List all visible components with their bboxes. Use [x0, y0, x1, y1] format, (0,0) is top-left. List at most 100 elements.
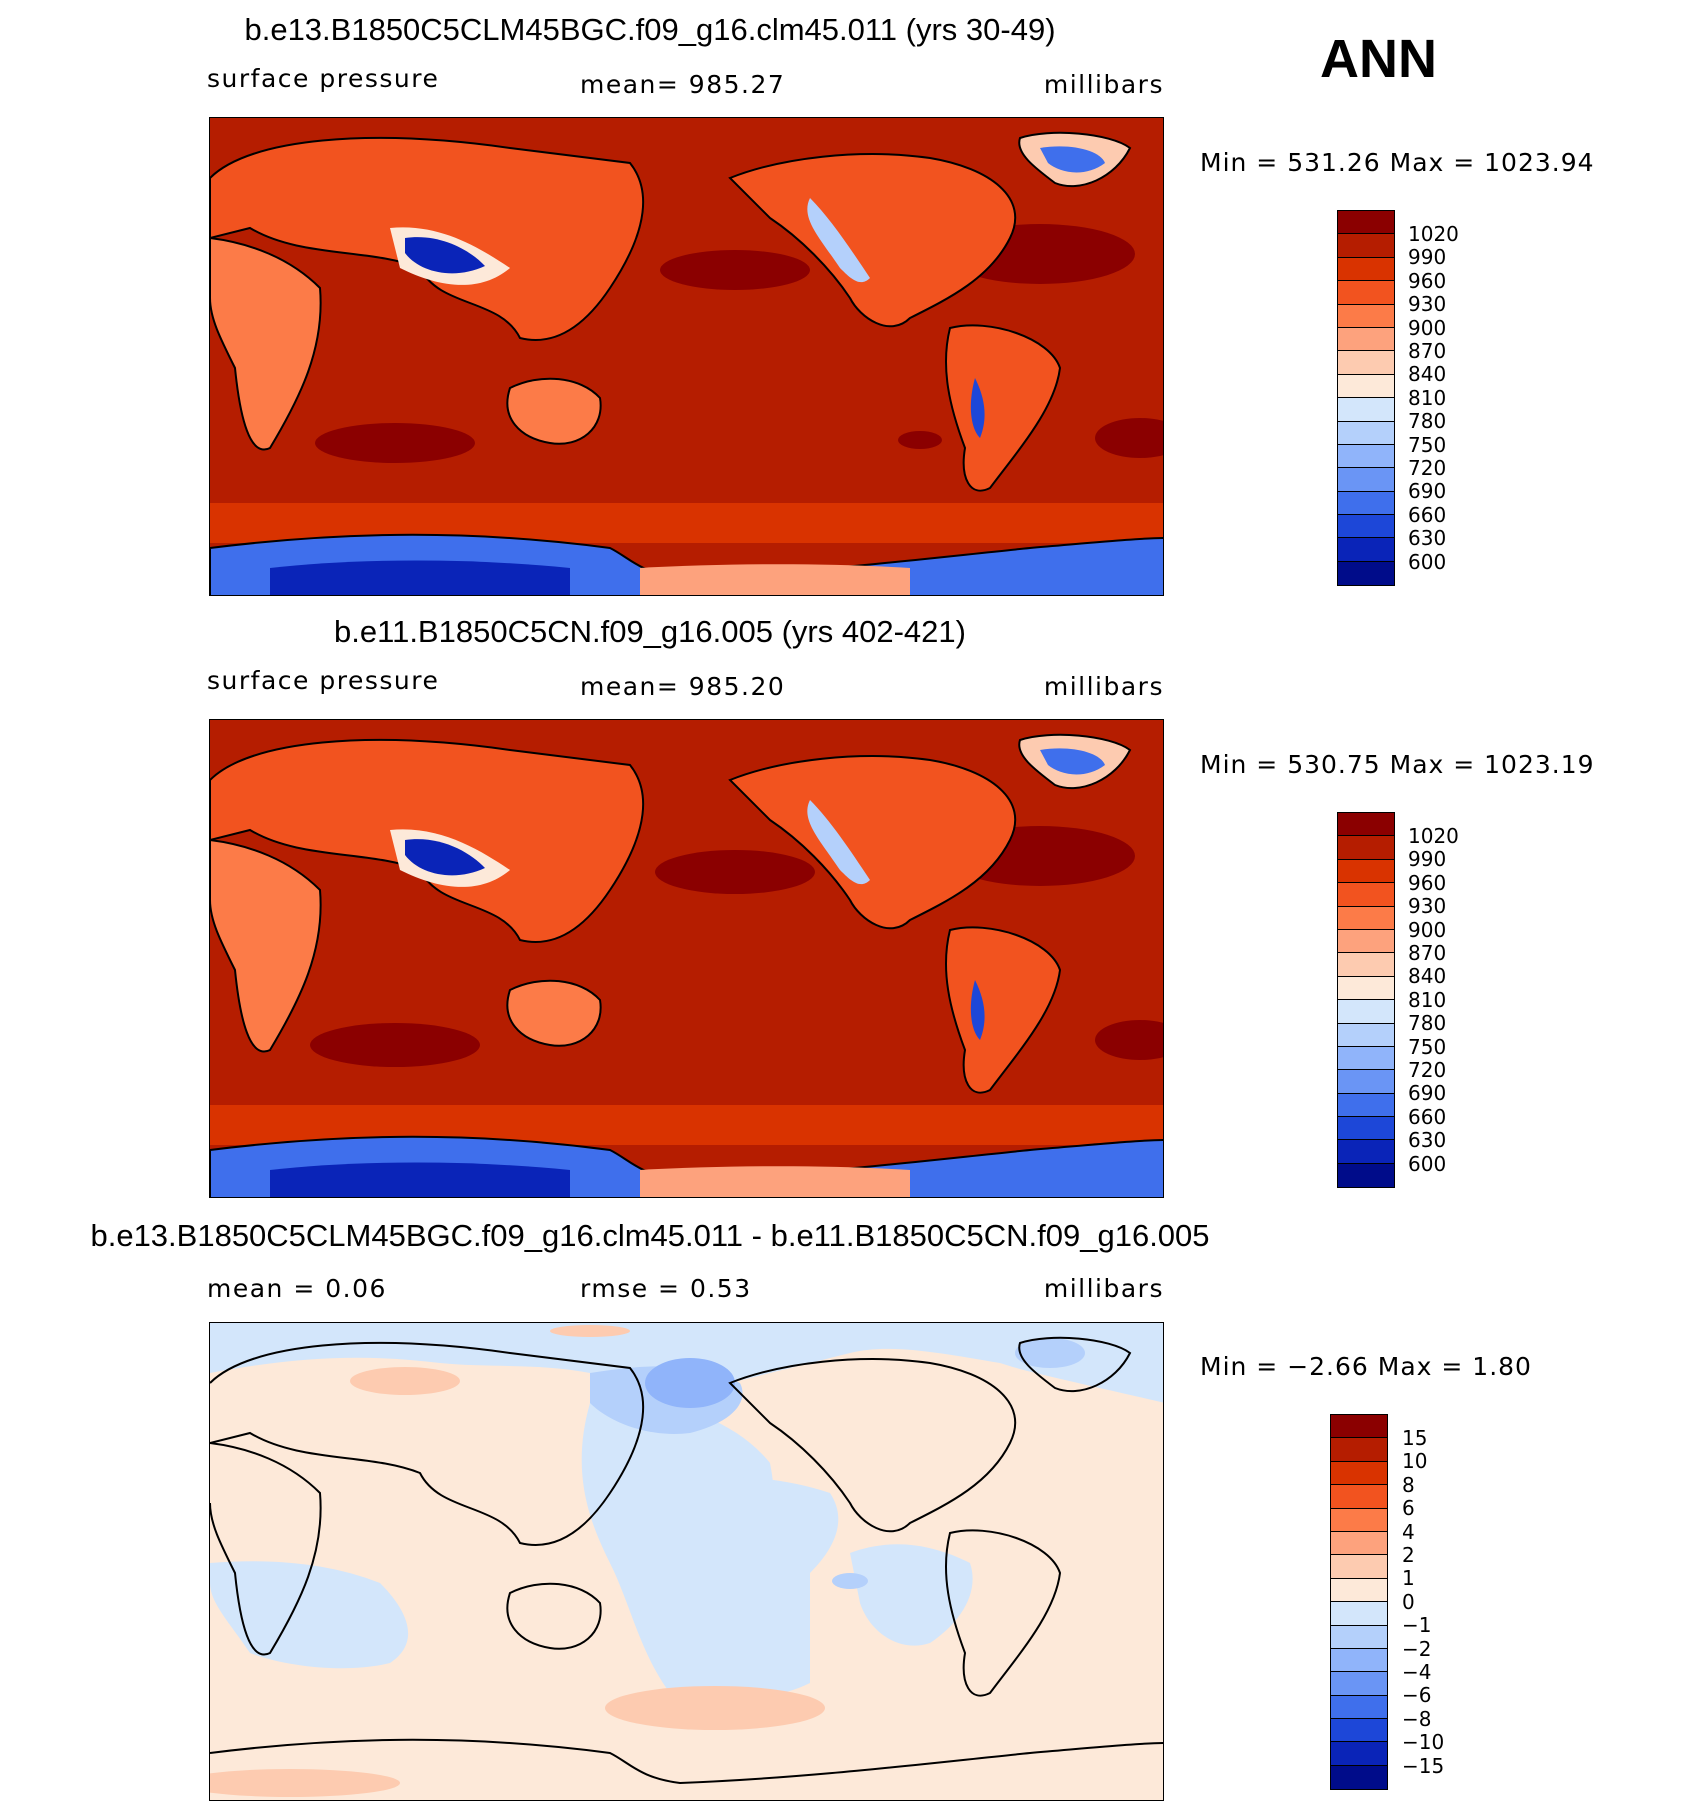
andes — [970, 980, 985, 1040]
panel-2-mean-label: mean= 985.20 — [580, 672, 786, 701]
colorbar-tick-label: −6 — [1402, 1683, 1432, 1707]
antarctica-plateau — [270, 1162, 570, 1197]
colorbar-tick-label: 960 — [1408, 269, 1447, 293]
colorbar-tick-label: −8 — [1402, 1707, 1432, 1731]
north-america-coastline — [728, 1358, 1017, 1533]
colorbar-tick-label: 990 — [1408, 245, 1447, 269]
panel-1-colorbar-cell — [1338, 257, 1394, 282]
west-antarctica — [640, 564, 910, 595]
colorbar-tick-label: 750 — [1408, 433, 1447, 457]
colorbar-tick-label: 1020 — [1408, 824, 1459, 848]
panel-1-colorbar-cell — [1338, 374, 1394, 399]
panel-1-minmax: Min = 531.26 Max = 1023.94 — [1200, 148, 1595, 177]
panel-3-colorbar-cell — [1331, 1625, 1387, 1649]
panel-1-units-label: millibars — [1043, 70, 1164, 99]
north-pacific-high — [660, 250, 810, 290]
panel-2-colorbar-cell — [1338, 929, 1394, 954]
indian-negative-anomaly — [210, 1561, 409, 1669]
panel-3-colorbar-cell — [1331, 1648, 1387, 1673]
africa-coastline — [210, 1442, 322, 1656]
panel-1-map — [209, 117, 1164, 596]
panel-3-colorbar-cell — [1331, 1765, 1387, 1790]
panel-2-colorbar — [1337, 812, 1395, 1189]
colorbar-tick-label: 960 — [1408, 871, 1447, 895]
panel-2-colorbar-cell — [1338, 836, 1394, 860]
greenland-negative — [1015, 1338, 1085, 1368]
panel-2-colorbar-cell — [1338, 1163, 1394, 1188]
colorbar-tick-label: 690 — [1408, 479, 1447, 503]
panel-2-colorbar-cell — [1338, 976, 1394, 1001]
panel-2-title: b.e11.B1850C5CN.f09_g16.005 (yrs 402-421… — [334, 614, 966, 649]
colorbar-tick-label: 4 — [1402, 1520, 1415, 1544]
colorbar-tick-label: 630 — [1408, 1128, 1447, 1152]
colorbar-tick-label: −1 — [1402, 1613, 1432, 1637]
eurasia-coastline — [210, 1342, 645, 1546]
panel-2-colorbar-cell — [1338, 1093, 1394, 1118]
colorbar-tick-label: −10 — [1402, 1730, 1445, 1754]
panel-3-colorbar-cell — [1331, 1438, 1387, 1462]
south-america-coastline — [945, 1529, 1062, 1697]
greenland-coastline — [1018, 1336, 1132, 1393]
rocky-mountains — [807, 800, 870, 885]
colorbar-tick-label: −4 — [1402, 1660, 1432, 1684]
panel-2-colorbar-cell — [1338, 813, 1394, 837]
panel-1-colorbar-cell — [1338, 468, 1394, 492]
panel-3-colorbar-cell — [1331, 1485, 1387, 1509]
panel-1-mean-label: mean= 985.27 — [580, 70, 786, 99]
colorbar-tick-label: 8 — [1402, 1473, 1415, 1497]
panel-2-colorbar-cell — [1338, 1140, 1394, 1164]
south-atlantic-high — [1095, 1020, 1163, 1060]
colorbar-tick-label: −2 — [1402, 1637, 1432, 1661]
panel-1-colorbar-cell — [1338, 538, 1394, 562]
panel-3-colorbar-cell — [1331, 1719, 1387, 1743]
colorbar-tick-label: 750 — [1408, 1035, 1447, 1059]
tibetan-plateau — [405, 839, 485, 876]
north-america-land — [728, 153, 1017, 328]
colorbar-tick-label: 780 — [1408, 409, 1447, 433]
africa-land — [210, 838, 322, 1053]
south-america-land — [945, 926, 1062, 1094]
panel-2-colorbar-cell — [1338, 953, 1394, 977]
panel-1-colorbar-cell — [1338, 234, 1394, 258]
panel-3-colorbar-cell — [1331, 1695, 1387, 1720]
colorbar-tick-label: 630 — [1408, 526, 1447, 550]
panel-2-colorbar-cell — [1338, 906, 1394, 930]
panel-3-colorbar-cell — [1331, 1415, 1387, 1439]
colorbar-tick-label: 6 — [1402, 1496, 1415, 1520]
season-label: ANN — [1320, 29, 1437, 89]
panel-1-colorbar-cell — [1338, 561, 1394, 586]
colorbar-tick-label: 1020 — [1408, 222, 1459, 246]
colorbar-tick-label: 1 — [1402, 1566, 1415, 1590]
australia-land — [506, 979, 602, 1047]
colorbar-tick-label: 810 — [1408, 988, 1447, 1012]
panel-1-colorbar-cell — [1338, 327, 1394, 352]
panel-3-colorbar-cell — [1331, 1578, 1387, 1603]
panel-2-map-svg — [210, 720, 1163, 1197]
panel-3-map-svg — [210, 1323, 1163, 1800]
colorbar-tick-label: 840 — [1408, 362, 1447, 386]
panel-1-colorbar-cell — [1338, 491, 1394, 516]
colorbar-tick-label: 690 — [1408, 1081, 1447, 1105]
panel-3-minmax: Min = −2.66 Max = 1.80 — [1200, 1352, 1532, 1381]
north-pacific-high — [655, 850, 815, 894]
arctic-positive — [550, 1325, 630, 1337]
panel-1-map-svg — [210, 118, 1163, 595]
amazon-negative-anomaly — [850, 1544, 973, 1646]
panel-2-units-label: millibars — [1043, 672, 1164, 701]
panel-3-colorbar-cell — [1331, 1602, 1387, 1626]
panel-3-colorbar-cell — [1331, 1531, 1387, 1556]
antarctic-positive — [210, 1769, 400, 1797]
south-atlantic-high — [1095, 418, 1163, 458]
panel-1-colorbar-cell — [1338, 421, 1394, 445]
panel-2-colorbar-cell — [1338, 1046, 1394, 1071]
colorbar-tick-label: 870 — [1408, 941, 1447, 965]
colorbar-tick-label: 15 — [1402, 1426, 1428, 1450]
panel-2-colorbar-cell — [1338, 859, 1394, 884]
colorbar-tick-label: 660 — [1408, 1105, 1447, 1129]
antarctica-coastline — [210, 1738, 1163, 1785]
panel-3-rmse-label: rmse = 0.53 — [580, 1274, 752, 1303]
panel-3-colorbar-cell — [1331, 1742, 1387, 1766]
panel-1-title: b.e13.B1850C5CLM45BGC.f09_g16.clm45.011 … — [244, 12, 1056, 47]
colorbar-tick-label: 990 — [1408, 847, 1447, 871]
colorbar-tick-label: 600 — [1408, 550, 1447, 574]
